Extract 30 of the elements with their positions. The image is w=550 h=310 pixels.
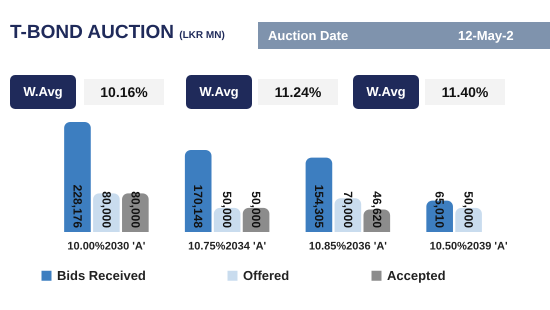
text: W.Avg	[353, 75, 419, 109]
text: Auction Date	[268, 27, 348, 45]
data-label: 50,000	[249, 191, 264, 228]
data-label: 70,000	[340, 191, 355, 228]
data-label: 65,010	[432, 191, 447, 228]
legend-label: Offered	[243, 268, 290, 283]
bar	[184, 150, 212, 232]
legend-label: Bids Received	[57, 268, 146, 283]
bar	[64, 122, 91, 232]
x-tick-label: 10.85%2036 'A'	[308, 240, 388, 252]
data-label: 50,000	[220, 191, 234, 228]
text: 11.40%	[425, 79, 505, 105]
chart-title: T-BOND AUCTION	[10, 22, 174, 43]
text: 11.24%	[258, 79, 338, 105]
data-label: 80,000	[128, 191, 142, 228]
x-tick-label: 10.75%2034 'A'	[188, 240, 267, 252]
data-label: 170,148	[191, 184, 206, 228]
x-tick-label: 10.50%2039 'A'	[430, 240, 508, 252]
text: 10.16%	[84, 79, 164, 105]
data-label: 154,305	[312, 184, 326, 228]
data-label: 50,000	[462, 191, 476, 228]
data-label: 80,000	[99, 191, 114, 228]
x-tick-label: 10.00%2030 'A'	[67, 240, 146, 252]
legend-label: Accepted	[387, 268, 446, 283]
data-label: 46,620	[370, 191, 384, 228]
data-label: 228,176	[70, 184, 84, 228]
chart-subtitle: (LKR MN)	[179, 30, 225, 41]
text: 12-May-2	[458, 27, 514, 45]
text: W.Avg	[10, 75, 76, 109]
text: W.Avg	[186, 75, 252, 109]
